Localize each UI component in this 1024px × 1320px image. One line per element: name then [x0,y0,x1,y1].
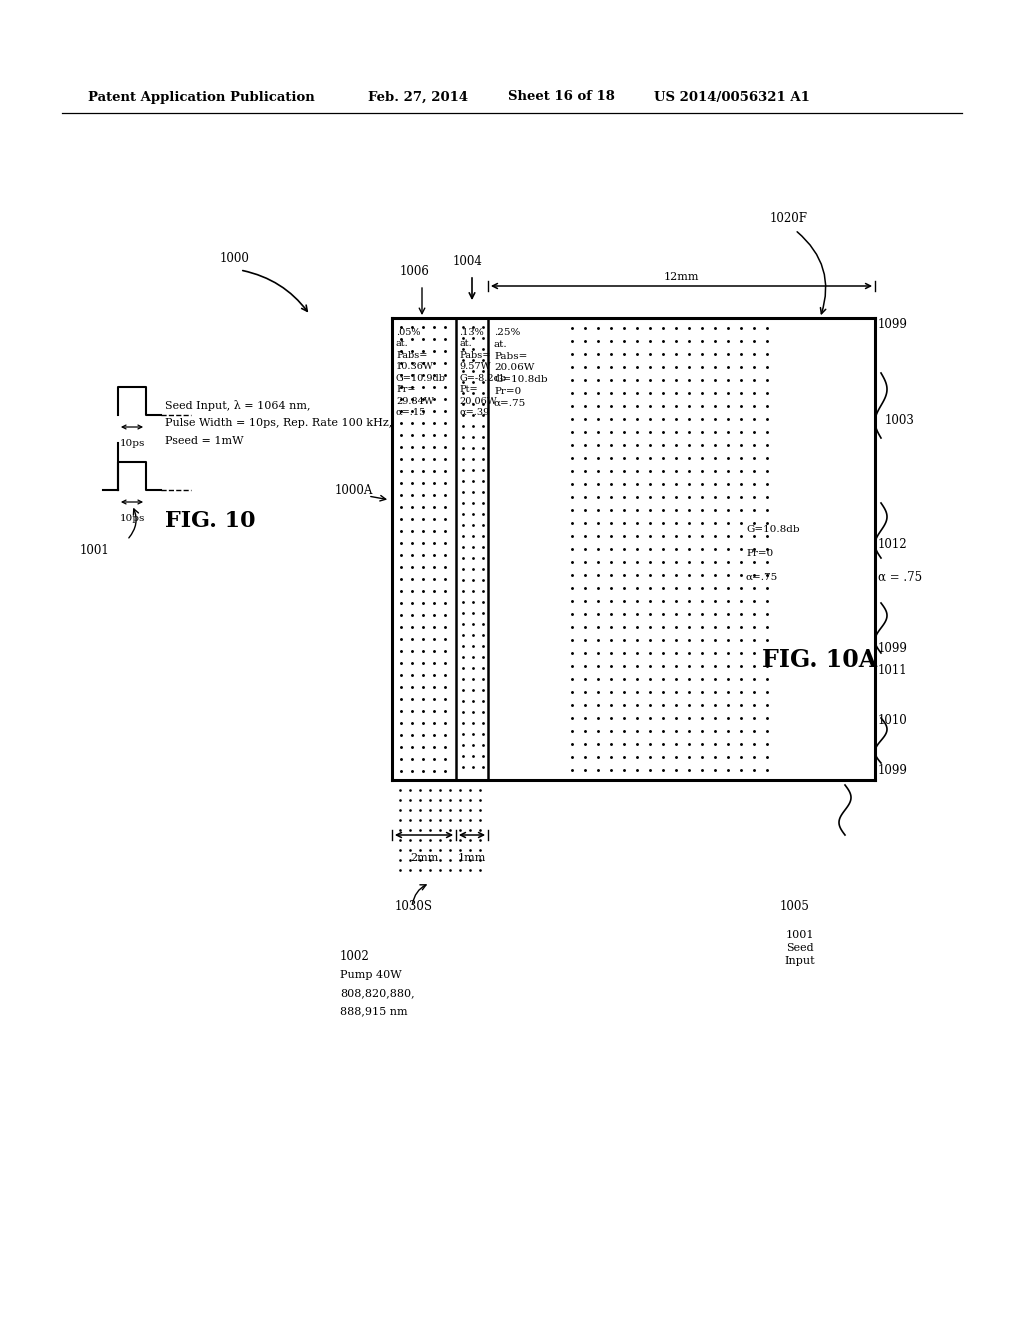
Text: Pump 40W: Pump 40W [340,970,401,979]
Text: 10ps: 10ps [120,440,144,447]
Text: 1010: 1010 [878,714,907,726]
Text: 808,820,880,: 808,820,880, [340,987,415,998]
Text: 1001
Seed
Input: 1001 Seed Input [784,931,815,966]
Text: 1006: 1006 [400,265,430,279]
Text: 1099: 1099 [878,763,908,776]
Text: 1020F: 1020F [770,211,808,224]
Text: 1099: 1099 [878,318,908,331]
Text: 1002: 1002 [340,950,370,964]
Text: Seed Input, λ = 1064 nm,: Seed Input, λ = 1064 nm, [165,400,310,411]
Text: Pseed = 1mW: Pseed = 1mW [165,436,244,446]
Text: .13%
at.
Pabs=
9.57W
G=-8.2db
Pt=
20.06W
α=.39: .13% at. Pabs= 9.57W G=-8.2db Pt= 20.06W… [459,327,506,417]
Text: .25%
at.
Pabs=
20.06W
G=10.8db
Pr=0
α=.75: .25% at. Pabs= 20.06W G=10.8db Pr=0 α=.7… [494,327,548,408]
Text: 1012: 1012 [878,539,907,552]
Text: 1000: 1000 [220,252,250,264]
Text: FIG. 10: FIG. 10 [165,510,255,532]
Text: .05%
at.
Pabs=
10.36W
G=10.9db
Pr=
29.84W
α=.15: .05% at. Pabs= 10.36W G=10.9db Pr= 29.84… [396,327,446,417]
Text: 888,915 nm: 888,915 nm [340,1006,408,1016]
Text: G=10.8db: G=10.8db [746,524,800,533]
Text: 1mm: 1mm [458,853,486,863]
Text: Feb. 27, 2014: Feb. 27, 2014 [368,91,468,103]
Text: 1001: 1001 [80,544,110,557]
Text: 2mm: 2mm [410,853,438,863]
Text: Sheet 16 of 18: Sheet 16 of 18 [508,91,614,103]
Text: 1003: 1003 [885,413,914,426]
Text: 1004: 1004 [453,255,483,268]
Text: 1099: 1099 [878,642,908,655]
Text: US 2014/0056321 A1: US 2014/0056321 A1 [654,91,810,103]
Text: 1000A: 1000A [335,483,374,496]
Text: α = .75: α = .75 [878,570,923,583]
Text: 1011: 1011 [878,664,907,676]
Text: 1030S: 1030S [395,899,433,912]
Text: α=.75: α=.75 [746,573,778,582]
Text: 10ps: 10ps [120,513,144,523]
Text: 1005: 1005 [780,899,810,912]
Text: FIG. 10A: FIG. 10A [763,648,878,672]
Text: Patent Application Publication: Patent Application Publication [88,91,314,103]
Text: Pulse Width = 10ps, Rep. Rate 100 kHz,: Pulse Width = 10ps, Rep. Rate 100 kHz, [165,418,392,428]
Text: 12mm: 12mm [664,272,699,282]
Text: Pr=0: Pr=0 [746,549,773,558]
